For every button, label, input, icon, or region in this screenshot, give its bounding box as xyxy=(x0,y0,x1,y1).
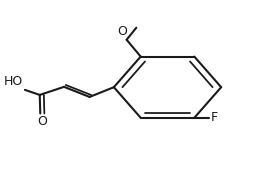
Text: O: O xyxy=(117,25,127,38)
Text: O: O xyxy=(37,115,47,128)
Text: F: F xyxy=(211,111,218,124)
Text: HO: HO xyxy=(4,75,23,88)
